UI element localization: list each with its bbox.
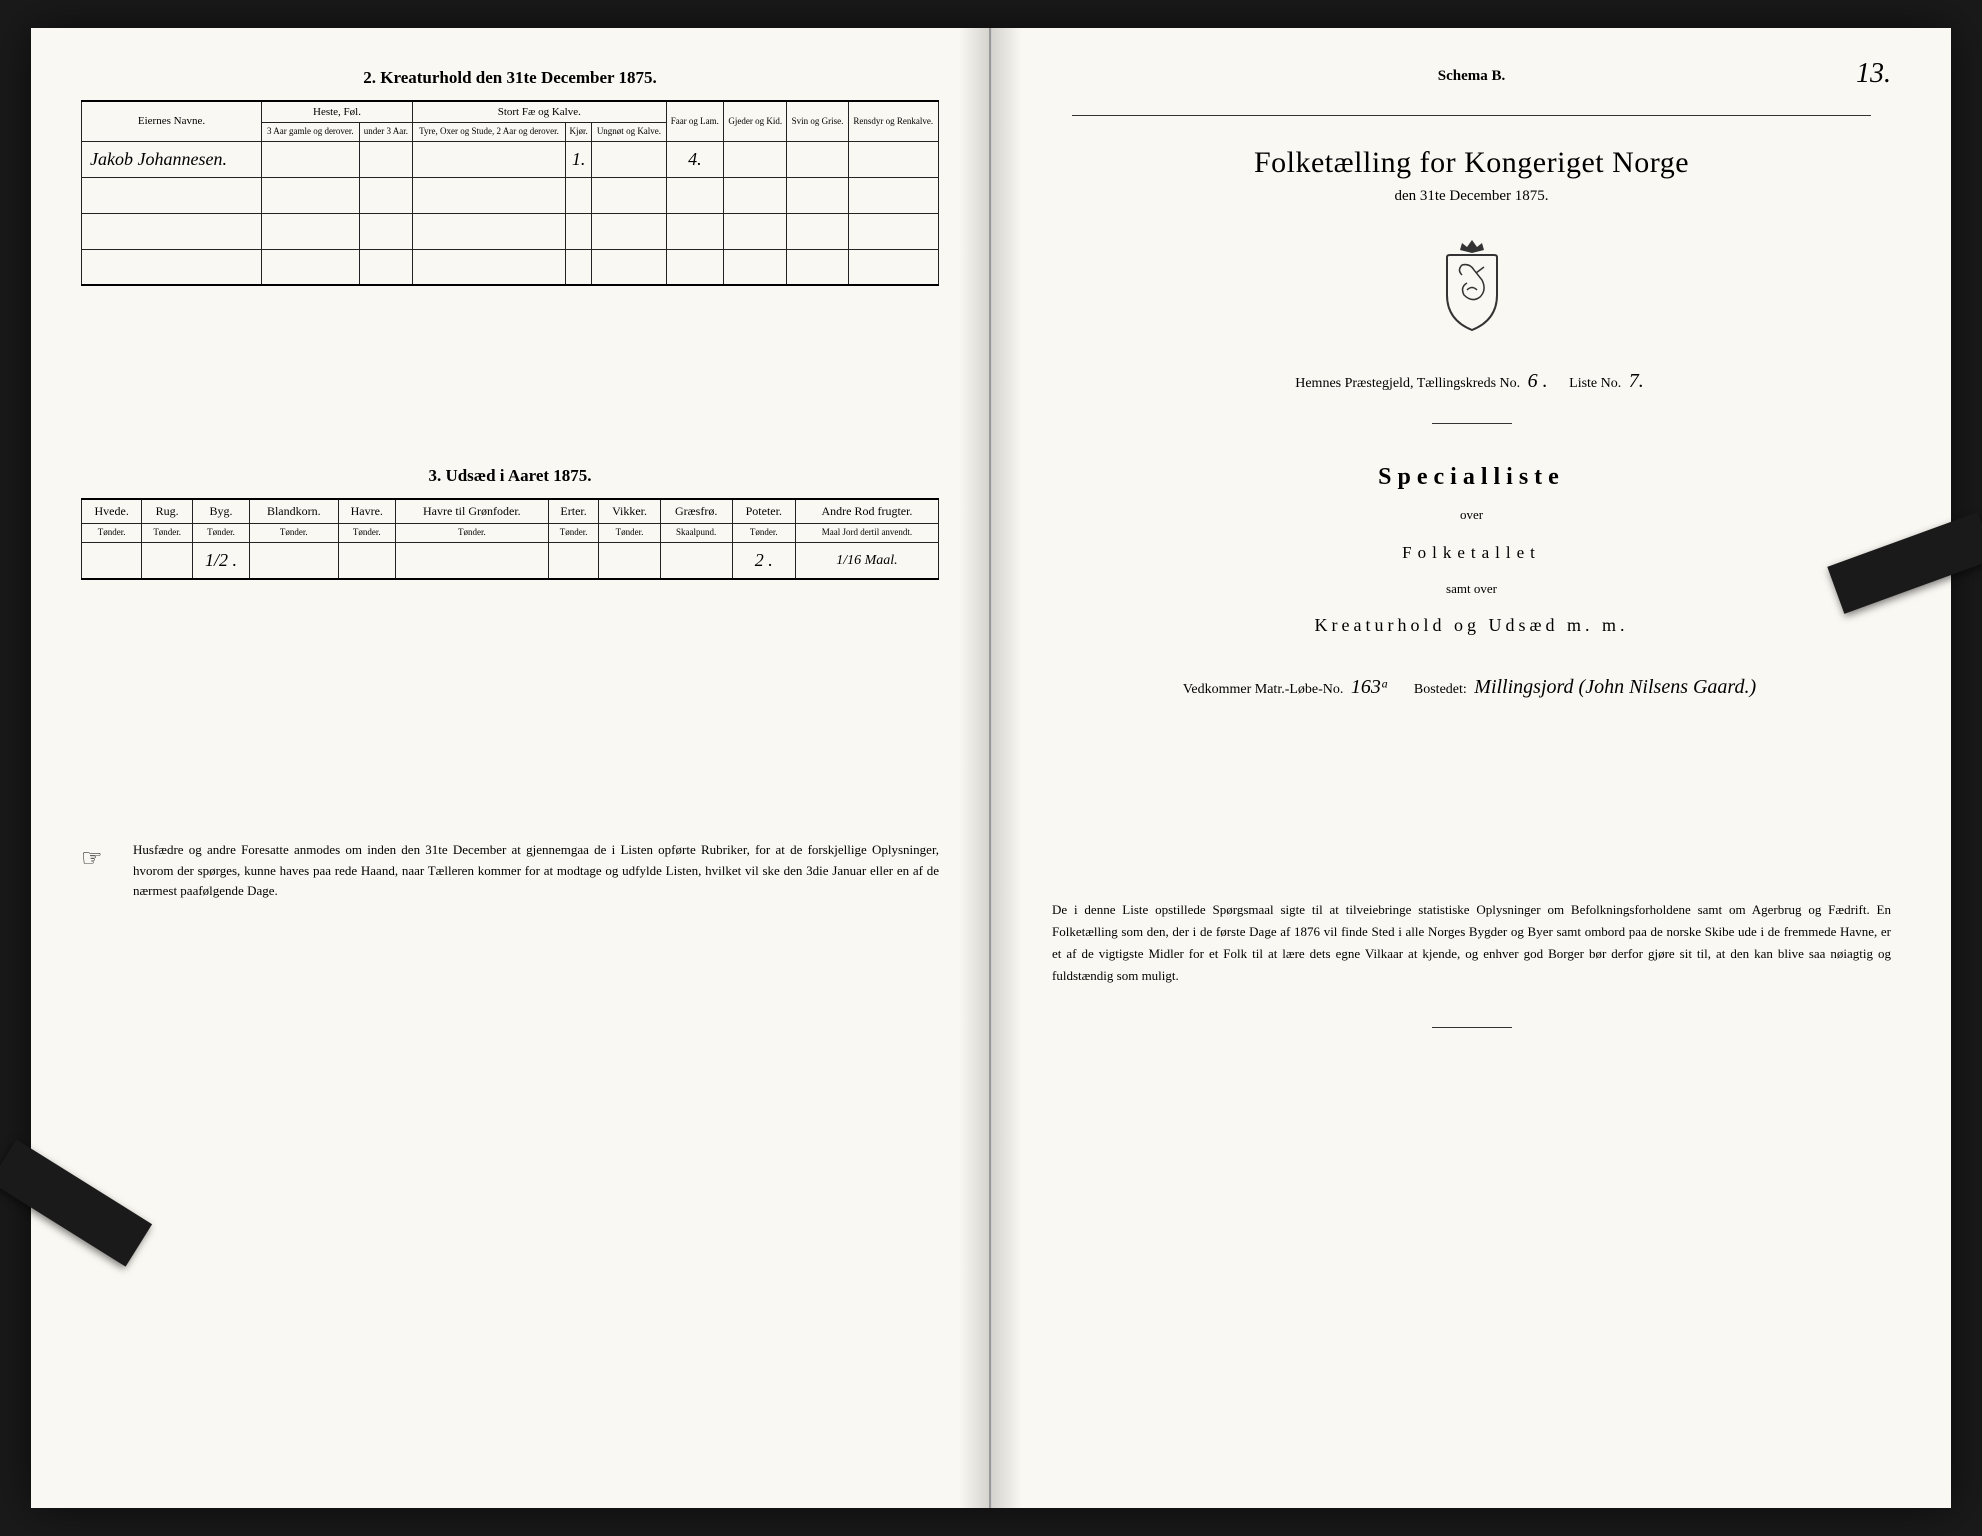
section3-title: 3. Udsæd i Aaret 1875. bbox=[81, 466, 939, 486]
left-notice: ☞ Husfædre og andre Foresatte anmodes om… bbox=[81, 840, 939, 902]
seed-col-header: Græsfrø. bbox=[660, 499, 732, 524]
seed-col-header: Vikker. bbox=[599, 499, 660, 524]
seed-col-header: Blandkorn. bbox=[250, 499, 339, 524]
bostedet-value: Millingsjord (John Nilsens Gaard.) bbox=[1470, 676, 1760, 698]
over-label: over bbox=[1042, 507, 1901, 523]
seed-col-unit: Tønder. bbox=[338, 524, 395, 543]
notice-text: Husfædre og andre Foresatte anmodes om i… bbox=[133, 840, 939, 902]
col-group-heste: Heste, Føl. bbox=[262, 101, 413, 123]
seed-col-header: Byg. bbox=[193, 499, 250, 524]
cell bbox=[599, 543, 660, 579]
seed-col-header: Rug. bbox=[142, 499, 193, 524]
seed-col-header: Andre Rod frugter. bbox=[795, 499, 938, 524]
divider bbox=[1432, 423, 1512, 424]
col-gjeder: Gjeder og Kid. bbox=[724, 101, 787, 141]
divider bbox=[1432, 1027, 1512, 1028]
cell bbox=[848, 141, 938, 177]
kreds-no: 6 . bbox=[1524, 370, 1552, 392]
cell bbox=[413, 141, 566, 177]
vedkommer-label: Vedkommer Matr.-Løbe-No. bbox=[1183, 682, 1344, 697]
col-tyre: Tyre, Oxer og Stude, 2 Aar og derover. bbox=[413, 123, 566, 142]
folketallet-heading: Folketallet bbox=[1042, 543, 1901, 563]
matr-no: 163ᵃ bbox=[1347, 676, 1393, 698]
section2-title: 2. Kreaturhold den 31te December 1875. bbox=[81, 68, 939, 88]
col-heste-under3: under 3 Aar. bbox=[359, 123, 412, 142]
right-notice: De i denne Liste opstillede Spørgsmaal s… bbox=[1042, 899, 1901, 987]
col-kjor: Kjør. bbox=[566, 123, 592, 142]
page-number: 13. bbox=[1856, 58, 1891, 90]
seed-col-unit: Skaalpund. bbox=[660, 524, 732, 543]
left-page: 2. Kreaturhold den 31te December 1875. E… bbox=[31, 28, 991, 1508]
book-clip bbox=[1827, 512, 1982, 614]
seed-col-header: Poteter. bbox=[732, 499, 795, 524]
seed-col-unit: Tønder. bbox=[395, 524, 548, 543]
cell bbox=[142, 543, 193, 579]
kreatur-heading: Kreaturhold og Udsæd m. m. bbox=[1042, 615, 1901, 636]
sub-date: den 31te December 1875. bbox=[1042, 188, 1901, 205]
cell-poteter: 2 . bbox=[732, 543, 795, 579]
prestegjeld-label: Hemnes Præstegjeld, Tællingskreds No. bbox=[1295, 376, 1520, 391]
col-ungnot: Ungnøt og Kalve. bbox=[592, 123, 666, 142]
col-faar: Faar og Lam. bbox=[666, 101, 724, 141]
cell bbox=[660, 543, 732, 579]
col-owner: Eiernes Navne. bbox=[82, 101, 262, 141]
cell-byg: 1/2 . bbox=[193, 543, 250, 579]
book-clip bbox=[0, 1139, 152, 1266]
main-title: Folketælling for Kongeriget Norge bbox=[1042, 146, 1901, 180]
col-heste-3aar: 3 Aar gamle og derover. bbox=[262, 123, 360, 142]
owner-name: Jakob Johannesen. bbox=[82, 141, 262, 177]
book-spread: 2. Kreaturhold den 31te December 1875. E… bbox=[31, 28, 1951, 1508]
seed-col-unit: Tønder. bbox=[732, 524, 795, 543]
cell-kjor: 1. bbox=[566, 141, 592, 177]
col-svin: Svin og Grise. bbox=[787, 101, 848, 141]
schema-label: Schema B. bbox=[1042, 68, 1901, 85]
livestock-table: Eiernes Navne. Heste, Føl. Stort Fæ og K… bbox=[81, 100, 939, 286]
right-page: 13. Schema B. Folketælling for Kongerige… bbox=[991, 28, 1951, 1508]
cell-faar: 4. bbox=[666, 141, 724, 177]
seed-col-header: Erter. bbox=[548, 499, 599, 524]
col-group-storfe: Stort Fæ og Kalve. bbox=[413, 101, 667, 123]
seed-col-unit: Tønder. bbox=[599, 524, 660, 543]
seed-col-header: Hvede. bbox=[82, 499, 142, 524]
cell bbox=[338, 543, 395, 579]
seed-col-unit: Maal Jord dertil anvendt. bbox=[795, 524, 938, 543]
seed-col-unit: Tønder. bbox=[82, 524, 142, 543]
cell-andre: 1/16 Maal. bbox=[795, 543, 938, 579]
cell bbox=[82, 543, 142, 579]
cell bbox=[262, 141, 360, 177]
seed-col-unit: Tønder. bbox=[142, 524, 193, 543]
cell bbox=[395, 543, 548, 579]
seed-col-unit: Tønder. bbox=[548, 524, 599, 543]
seed-col-unit: Tønder. bbox=[250, 524, 339, 543]
col-rensdyr: Rensdyr og Renkalve. bbox=[848, 101, 938, 141]
cell bbox=[359, 141, 412, 177]
cell bbox=[250, 543, 339, 579]
coat-of-arms-icon bbox=[1042, 235, 1901, 340]
seed-col-header: Havre til Grønfoder. bbox=[395, 499, 548, 524]
cell bbox=[592, 141, 666, 177]
pointing-hand-icon: ☞ bbox=[81, 840, 121, 902]
liste-no: 7. bbox=[1625, 370, 1648, 392]
cell bbox=[548, 543, 599, 579]
samt-over-label: samt over bbox=[1042, 581, 1901, 597]
seed-col-unit: Tønder. bbox=[193, 524, 250, 543]
specialliste-heading: Specialliste bbox=[1042, 464, 1901, 491]
seed-table: Hvede.Rug.Byg.Blandkorn.Havre.Havre til … bbox=[81, 498, 939, 579]
cell bbox=[724, 141, 787, 177]
seed-col-header: Havre. bbox=[338, 499, 395, 524]
kreds-line: Hemnes Præstegjeld, Tællingskreds No. 6 … bbox=[1042, 370, 1901, 393]
cell bbox=[787, 141, 848, 177]
liste-label: Liste No. bbox=[1569, 376, 1621, 391]
bostedet-label: Bostedet: bbox=[1414, 682, 1467, 697]
vedkommer-line: Vedkommer Matr.-Løbe-No. 163ᵃ Bostedet: … bbox=[1042, 676, 1901, 699]
